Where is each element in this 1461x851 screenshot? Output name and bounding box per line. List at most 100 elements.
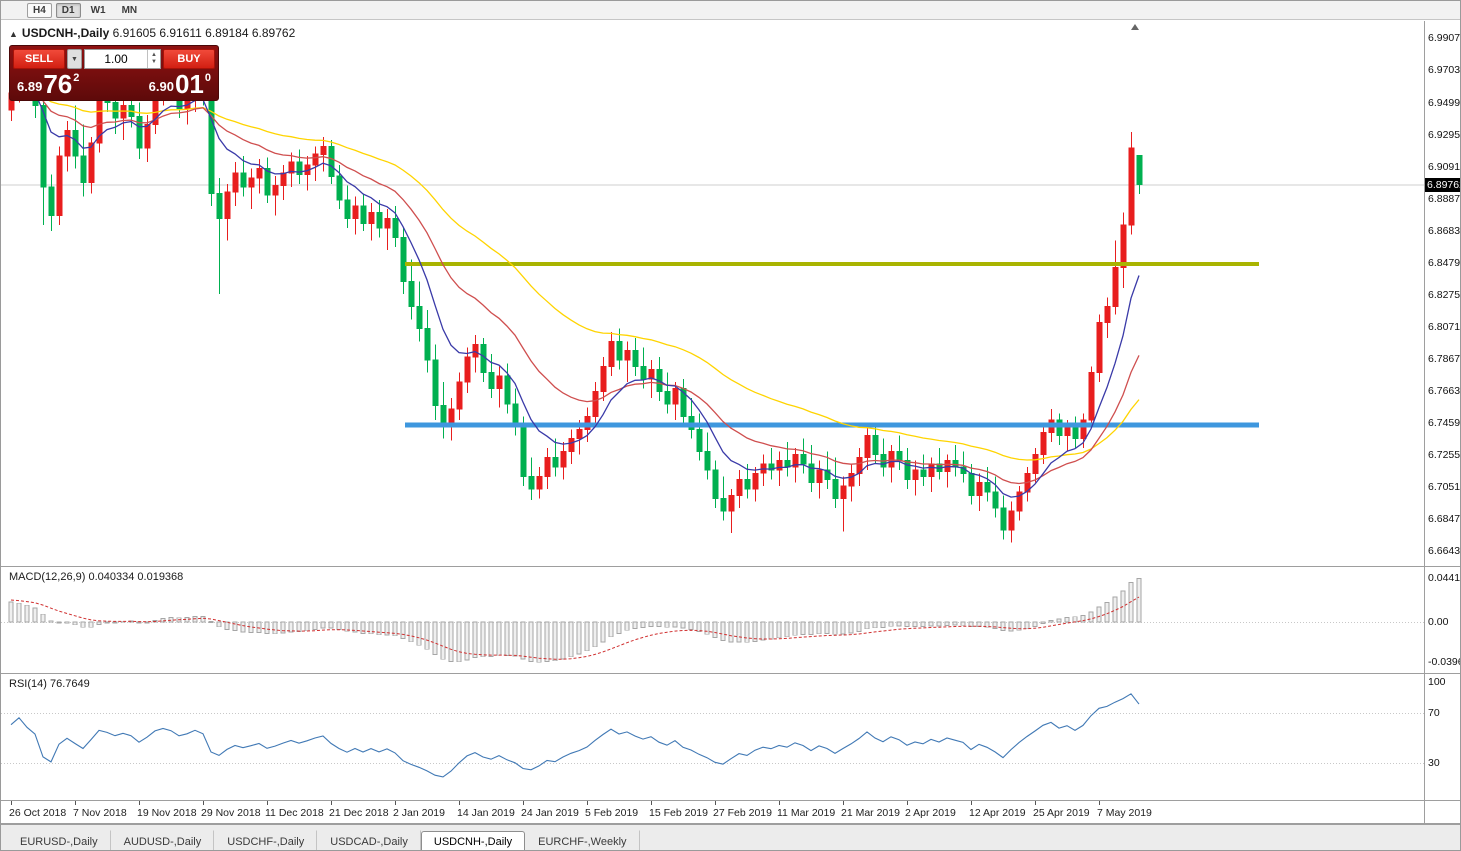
buy-button[interactable]: BUY bbox=[163, 49, 215, 69]
date-axis-tick bbox=[203, 801, 204, 805]
chart-tab-eurusd-daily[interactable]: EURUSD-,Daily bbox=[7, 830, 111, 850]
date-axis-tick bbox=[907, 801, 908, 805]
date-axis-label: 15 Feb 2019 bbox=[649, 807, 708, 819]
date-axis-label: 11 Dec 2018 bbox=[265, 807, 324, 819]
price-chart-pane[interactable] bbox=[1, 23, 1424, 566]
chart-tab-usdcnh-daily[interactable]: USDCNH-,Daily bbox=[420, 831, 526, 850]
pane-divider[interactable] bbox=[1, 566, 1460, 567]
date-axis-divider bbox=[1, 823, 1460, 824]
date-axis-label: 29 Nov 2018 bbox=[201, 807, 261, 819]
price-axis-label: 6.88870 bbox=[1428, 192, 1461, 205]
date-axis-tick bbox=[75, 801, 76, 805]
price-axis-label: 6.82750 bbox=[1428, 288, 1461, 301]
sell-price: 6.89 76 2 bbox=[17, 71, 79, 97]
date-axis-tick bbox=[395, 801, 396, 805]
date-axis-label: 11 Mar 2019 bbox=[777, 807, 836, 819]
volume-up-icon[interactable]: ▲ bbox=[151, 52, 157, 58]
timeframe-button-h4[interactable]: H4 bbox=[27, 2, 52, 18]
price-axis-label: 6.94990 bbox=[1428, 96, 1461, 109]
date-axis-tick bbox=[651, 801, 652, 805]
date-axis-label: 7 May 2019 bbox=[1097, 807, 1152, 819]
chart-tab-bar: EURUSD-,Daily AUDUSD-,Daily USDCHF-,Daily U… bbox=[1, 824, 1460, 850]
buy-price-point: 0 bbox=[204, 72, 211, 84]
rsi-axis-label: 70 bbox=[1428, 707, 1440, 719]
chart-ohlc-values: 6.91605 6.91611 6.89184 6.89762 bbox=[112, 26, 296, 40]
volume-dropdown-icon[interactable]: ▼ bbox=[67, 49, 82, 69]
price-axis-label: 6.74590 bbox=[1428, 417, 1461, 430]
price-axis-label: 6.90910 bbox=[1428, 160, 1461, 173]
date-axis-label: 2 Apr 2019 bbox=[905, 807, 956, 819]
chart-tab-usdcad-daily[interactable]: USDCAD-,Daily bbox=[317, 830, 421, 850]
price-axis-label: 6.86830 bbox=[1428, 224, 1461, 237]
chart-tabs: EURUSD-,Daily AUDUSD-,Daily USDCHF-,Daily U… bbox=[7, 825, 640, 850]
price-axis-label: 6.76630 bbox=[1428, 385, 1461, 398]
sell-button[interactable]: SELL bbox=[13, 49, 65, 69]
sell-price-point: 2 bbox=[73, 72, 80, 84]
date-axis-label: 12 Apr 2019 bbox=[969, 807, 1026, 819]
macd-axis-label: 0.04414 bbox=[1428, 571, 1461, 584]
pane-divider bbox=[1, 800, 1460, 801]
date-axis-label: 24 Jan 2019 bbox=[521, 807, 579, 819]
rsi-label: RSI(14) 76.7649 bbox=[9, 678, 90, 690]
rsi-axis-label: 30 bbox=[1428, 757, 1440, 769]
date-axis-tick bbox=[459, 801, 460, 805]
price-axis-label: 6.99070 bbox=[1428, 32, 1461, 45]
volume-value[interactable]: 1.00 bbox=[104, 52, 128, 66]
volume-down-icon[interactable]: ▼ bbox=[151, 59, 157, 65]
chart-tab-eurchf-weekly[interactable]: EURCHF-,Weekly bbox=[525, 830, 640, 850]
macd-axis-label: 0.00 bbox=[1428, 616, 1449, 628]
date-axis-label: 5 Feb 2019 bbox=[585, 807, 639, 819]
date-axis-label: 21 Mar 2019 bbox=[841, 807, 900, 819]
price-axis-label: 6.92950 bbox=[1428, 128, 1461, 141]
volume-input[interactable]: 1.00 ▲ ▼ bbox=[84, 49, 161, 69]
pane-divider[interactable] bbox=[1, 673, 1460, 674]
macd-label: MACD(12,26,9) 0.040334 0.019368 bbox=[9, 571, 184, 583]
chart-shift-marker-icon[interactable] bbox=[1131, 24, 1139, 30]
chart-title: ▲ USDCNH-,Daily 6.91605 6.91611 6.89184 6… bbox=[9, 26, 295, 40]
date-axis-label: 19 Nov 2018 bbox=[137, 807, 197, 819]
sell-price-main: 6.89 bbox=[17, 79, 43, 94]
date-axis-tick bbox=[139, 801, 140, 805]
volume-stepper[interactable]: ▲ ▼ bbox=[147, 50, 160, 68]
date-axis-tick bbox=[523, 801, 524, 805]
date-axis-label: 26 Oct 2018 bbox=[9, 807, 67, 819]
date-axis-tick bbox=[843, 801, 844, 805]
price-axis-border bbox=[1424, 21, 1425, 823]
price-axis-label: 6.97030 bbox=[1428, 64, 1461, 77]
timeframe-button-w1[interactable]: W1 bbox=[90, 4, 106, 16]
buy-price-main: 6.90 bbox=[148, 79, 174, 94]
chart-symbol-period: USDCNH-,Daily bbox=[21, 26, 110, 40]
date-axis-tick bbox=[587, 801, 588, 805]
timeframe-buttons: H4 D1 W1 MN bbox=[27, 2, 147, 18]
timeframe-toolbar: H4 D1 W1 MN bbox=[1, 1, 1460, 20]
date-axis-tick bbox=[11, 801, 12, 805]
date-axis-label: 27 Feb 2019 bbox=[713, 807, 772, 819]
price-axis-label: 6.70510 bbox=[1428, 481, 1461, 494]
date-axis-tick bbox=[267, 801, 268, 805]
timeframe-button-d1[interactable]: D1 bbox=[55, 2, 81, 18]
date-axis-label: 25 Apr 2019 bbox=[1033, 807, 1090, 819]
date-axis-tick bbox=[715, 801, 716, 805]
current-price-badge: 6.89762 bbox=[1425, 177, 1460, 192]
chart-tab-usdchf-daily[interactable]: USDCHF-,Daily bbox=[214, 830, 318, 850]
price-axis-label: 6.78670 bbox=[1428, 353, 1461, 366]
date-axis-tick bbox=[779, 801, 780, 805]
buy-price-pips: 01 bbox=[174, 69, 204, 99]
date-axis-label: 14 Jan 2019 bbox=[457, 807, 515, 819]
macd-indicator-pane[interactable] bbox=[1, 567, 1424, 673]
chart-tab-audusd-daily[interactable]: AUDUSD-,Daily bbox=[111, 830, 215, 850]
sell-price-pips: 76 bbox=[43, 69, 73, 99]
timeframe-button-mn[interactable]: MN bbox=[121, 4, 138, 16]
date-axis-tick bbox=[331, 801, 332, 805]
rsi-indicator-pane[interactable] bbox=[1, 674, 1424, 800]
rsi-axis-label: 100 bbox=[1428, 676, 1446, 688]
price-axis-label: 6.80710 bbox=[1428, 320, 1461, 333]
date-axis-label: 21 Dec 2018 bbox=[329, 807, 389, 819]
date-axis-label: 7 Nov 2018 bbox=[73, 807, 127, 819]
macd-axis-label: -0.03964 bbox=[1428, 655, 1460, 668]
date-axis-label: 2 Jan 2019 bbox=[393, 807, 445, 819]
buy-price: 6.90 01 0 bbox=[149, 71, 211, 97]
collapse-trade-panel-icon[interactable]: ▲ bbox=[9, 29, 18, 39]
